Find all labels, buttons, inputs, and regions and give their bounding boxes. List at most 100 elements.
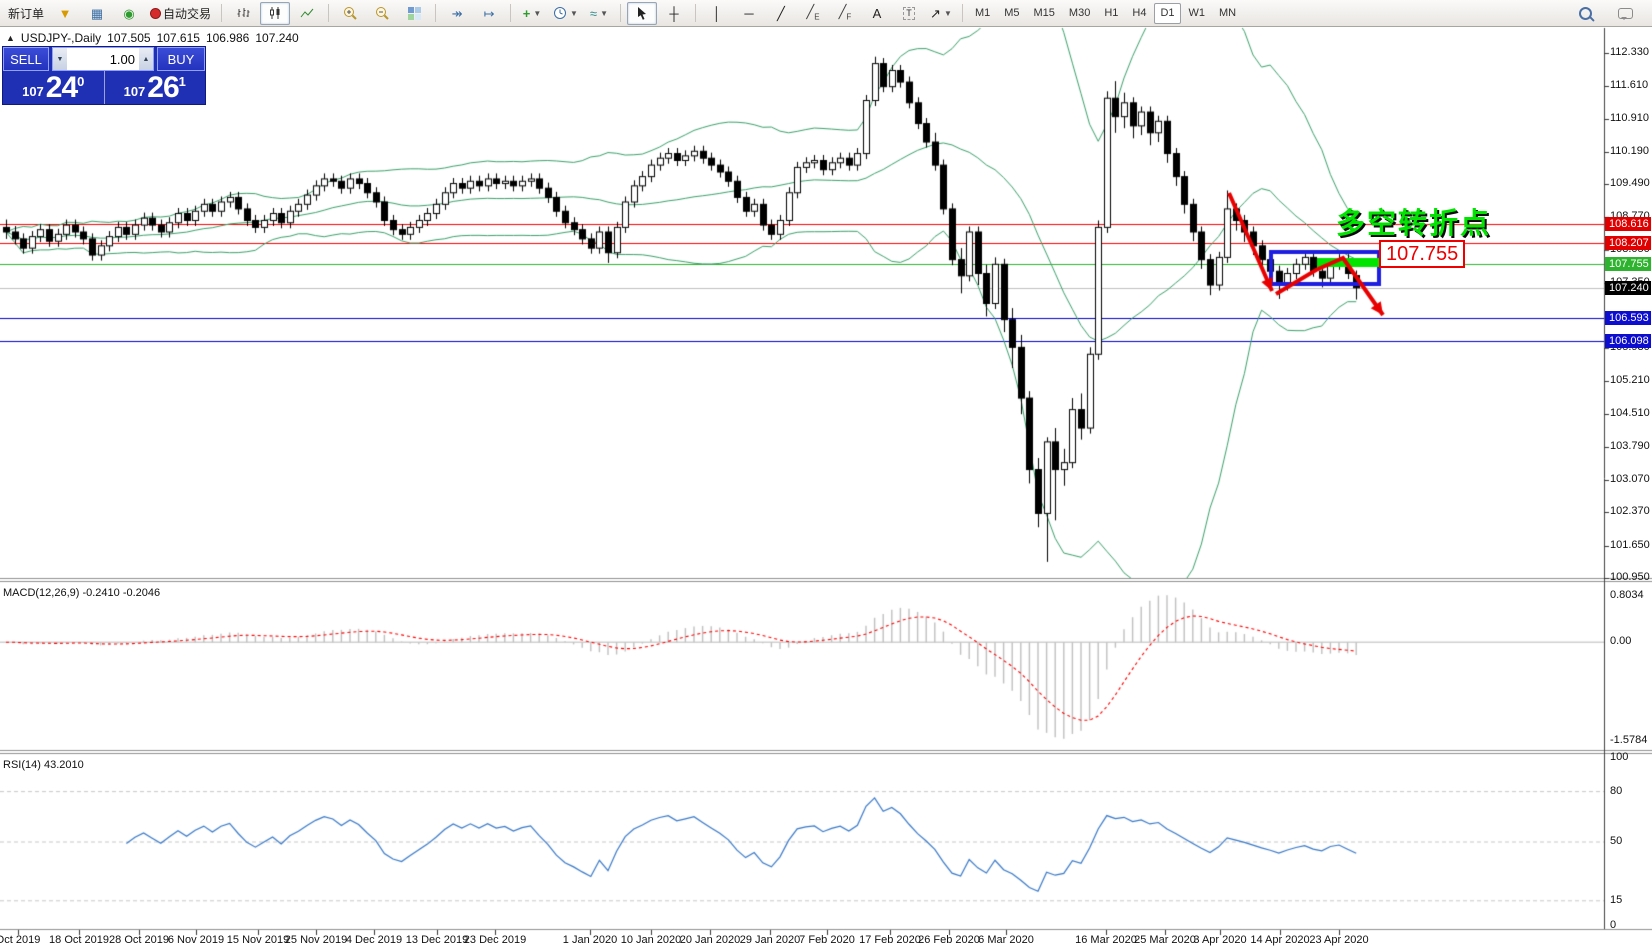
autotrading-button[interactable]: 自动交易 (146, 2, 215, 25)
new-object-button[interactable]: + ▼ (522, 5, 542, 21)
date-axis-label: 1 Jan 2020 (562, 934, 618, 946)
chat-icon (1617, 7, 1633, 20)
horizontal-line-tool[interactable]: ─ (734, 2, 764, 25)
date-axis-label: 13 Dec 2019 (405, 934, 469, 946)
price-tick-label: 105.210 (1610, 374, 1650, 387)
price-tick-label: 110.910 (1610, 111, 1649, 124)
crosshair-tool[interactable]: ┼ (659, 2, 689, 25)
shapes-tool[interactable]: ↗ ▼ (926, 2, 956, 25)
sell-button[interactable]: SELL (3, 47, 49, 71)
text-label-tool[interactable]: T (894, 2, 924, 25)
level-price-label: 106.098 (1605, 333, 1651, 348)
rsi-tick-label: 80 (1610, 784, 1623, 797)
zoom-in-icon[interactable] (335, 2, 365, 25)
dropdown-arrow-icon: ▼ (570, 8, 578, 18)
timeframe-H1[interactable]: H1 (1104, 7, 1119, 19)
channel-tool[interactable]: ╱E (798, 2, 828, 25)
sell-price[interactable]: 107 24 0 (3, 71, 105, 104)
date-axis-label: 17 Feb 2020 (859, 934, 921, 946)
date-axis-label: 29 Jan 2020 (739, 934, 801, 946)
timeframe-M15[interactable]: M15 (1033, 7, 1055, 19)
dropdown-arrow-icon: ▼ (943, 8, 952, 18)
timeframe-D1[interactable]: D1 (1154, 2, 1181, 24)
timeframe-W1[interactable]: W1 (1188, 7, 1206, 19)
level-price-label: 106.593 (1605, 310, 1651, 325)
chat-button[interactable] (1610, 2, 1640, 25)
signal-icon[interactable]: ◉ (123, 5, 135, 21)
date-axis-label: 6 Mar 2020 (978, 934, 1034, 946)
collapse-icon[interactable]: ▲ (6, 33, 15, 43)
date-axis-label: 23 Apr 2020 (1309, 934, 1369, 946)
price-tick-label: 111.610 (1610, 79, 1649, 92)
macd-tick-label: 0.00 (1610, 635, 1632, 648)
price-tick-label: 109.490 (1610, 177, 1650, 190)
date-axis-label: 16 Mar 2020 (1075, 934, 1137, 946)
symbol-period-label: USDJPY-,Daily (20, 31, 102, 45)
chart-shift-icon[interactable]: ↠ (451, 5, 463, 21)
fibonacci-tool[interactable]: ╱F (830, 2, 860, 25)
level-price-label: 107.240 (1605, 280, 1651, 295)
price-tick-label: 100.950 (1610, 571, 1650, 583)
date-axis-label: 4 Dec 2019 (345, 934, 403, 946)
date-axis-label: 23 Dec 2019 (463, 934, 527, 946)
date-axis-label: Oct 2019 (0, 934, 41, 946)
crosshair-icon: ┼ (669, 5, 679, 21)
timeframe-MN[interactable]: MN (1219, 7, 1237, 19)
price-tick-label: 110.190 (1610, 144, 1649, 157)
new-order-button[interactable]: 新订单 (4, 2, 48, 25)
level-price-label: 108.207 (1605, 236, 1651, 251)
zoom-out-icon[interactable] (367, 2, 397, 25)
tile-windows-icon[interactable] (399, 2, 429, 25)
trendline-tool[interactable]: ╱ (766, 2, 796, 25)
level-price-label: 108.616 (1605, 217, 1651, 232)
buy-button[interactable]: BUY (157, 47, 205, 71)
hline-icon: ─ (744, 5, 754, 21)
buy-price[interactable]: 107 26 1 (123, 70, 186, 104)
high-value: 107.615 (156, 31, 200, 45)
dropdown-arrow-icon: ▼ (600, 8, 608, 18)
search-button[interactable] (1570, 2, 1600, 25)
price-tick-label: 112.330 (1610, 46, 1649, 58)
one-click-trading-panel: SELL ▼ ▲ BUY 107 24 0 107 26 1 (2, 46, 206, 105)
autotrading-status-icon (150, 7, 162, 19)
timeframe-M5[interactable]: M5 (1004, 7, 1020, 19)
volume-decrease-button[interactable]: ▼ (53, 48, 67, 70)
line-chart-icon[interactable] (292, 2, 322, 25)
date-axis-label: 25 Nov 2019 (284, 934, 348, 946)
market-watch-icon[interactable]: ▦ (90, 5, 104, 21)
bar-chart-icon[interactable] (228, 2, 258, 25)
vertical-line-tool[interactable]: │ (702, 2, 732, 25)
close-value: 107.240 (255, 31, 299, 45)
funnel-icon[interactable]: ▼ (58, 5, 72, 21)
date-axis-label: 6 Nov 2019 (167, 934, 225, 946)
candlestick-chart-icon[interactable] (260, 1, 291, 25)
indicators-button[interactable]: ≈ ▼ (589, 5, 608, 21)
date-axis-label: 20 Jan 2020 (679, 934, 741, 946)
volume-input[interactable] (67, 48, 139, 70)
date-axis-label: 18 Oct 2019 (49, 934, 109, 946)
date-axis-label: 25 Mar 2020 (1134, 934, 1196, 946)
chart-ohlc-header: ▲ USDJPY-,Daily 107.505 107.615 106.986 … (6, 31, 299, 45)
date-axis-label: 7 Feb 2020 (799, 934, 855, 946)
turning-point-annotation[interactable]: 多空转折点 (1336, 208, 1492, 240)
rsi-tick-label: 100 (1610, 751, 1629, 763)
timeframe-M1[interactable]: M1 (974, 7, 991, 19)
open-value: 107.505 (107, 31, 151, 45)
clock-icon (554, 7, 567, 19)
cursor-tool[interactable] (626, 1, 657, 25)
text-tool[interactable]: A (862, 2, 892, 25)
volume-increase-button[interactable]: ▲ (139, 48, 153, 70)
price-callout[interactable]: 107.755 (1379, 240, 1466, 268)
date-axis-label: 26 Feb 2020 (918, 934, 980, 946)
text-icon: A (872, 5, 882, 21)
auto-scroll-icon[interactable]: ↦ (483, 5, 495, 21)
timeframe-M30[interactable]: M30 (1068, 7, 1091, 19)
autotrading-label: 自动交易 (163, 6, 212, 21)
timeframe-H4[interactable]: H4 (1132, 7, 1147, 19)
period-clock-button[interactable]: ▼ (549, 2, 582, 25)
trendline-icon: ╱ (777, 5, 785, 21)
fibonacci-icon: ╱F (838, 4, 852, 22)
timeframe-switcher: M1 M5 M15 M30 H1 H4 D1 W1 MN (969, 2, 1242, 24)
